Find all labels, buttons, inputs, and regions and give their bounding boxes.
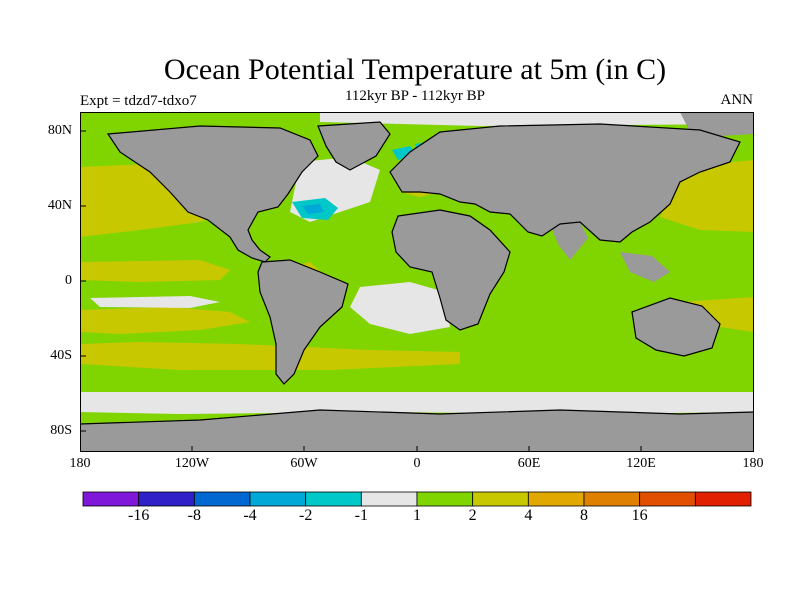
coastlines [80, 121, 754, 425]
africa [392, 210, 510, 330]
eurasia [390, 124, 740, 242]
lon-label-180w: 180 [69, 456, 91, 471]
lat-label-80n: 80N [47, 123, 72, 138]
colorbar-swatch [472, 491, 529, 507]
colorbar-label: -16 [127, 507, 150, 524]
lon-label-120e: 120E [626, 456, 656, 471]
colorbar [82, 491, 752, 507]
chart-title: Ocean Potential Temperature at 5m (in C) [163, 53, 667, 86]
colorbar-label: -1 [354, 507, 368, 524]
colorbar-swatch [193, 491, 251, 507]
colorbar-swatch [138, 491, 195, 507]
colorbar-label: -4 [243, 507, 257, 524]
india [550, 222, 588, 260]
colorbar-swatch [82, 491, 140, 507]
ocean-temperature-map [80, 112, 754, 452]
southeast-asia [620, 252, 670, 282]
antarctica [80, 410, 754, 452]
australia [632, 298, 720, 356]
north-america [108, 126, 318, 262]
colorbar-swatch [694, 491, 752, 507]
experiment-label: Expt = tdzd7-tdxo7 [80, 93, 197, 109]
colorbar-swatch [305, 491, 362, 507]
lat-label-0: 0 [65, 273, 72, 288]
colorbar-label: 4 [524, 507, 533, 524]
map-ticks [80, 130, 642, 452]
colorbar-swatch [639, 491, 696, 507]
chart-subtitle: 112kyr BP - 112kyr BP [344, 88, 485, 104]
lon-label-120w: 120W [174, 456, 210, 471]
colorbar-swatch [583, 491, 641, 507]
lat-label-40s: 40S [50, 348, 72, 363]
land-masses [80, 112, 754, 452]
colorbar-swatch [416, 491, 474, 507]
colorbar-label: -2 [298, 507, 313, 524]
colorbar-label: 2 [468, 507, 477, 524]
lon-label-180e: 180 [742, 456, 764, 471]
lon-label-60e: 60E [517, 456, 541, 471]
south-america [258, 260, 348, 384]
lon-label-60w: 60W [290, 456, 318, 471]
season-label: ANN [720, 92, 754, 108]
colorbar-swatch [249, 491, 307, 507]
lon-label-0: 0 [413, 456, 421, 471]
colorbar-label: -8 [187, 507, 201, 524]
lat-label-40n: 40N [47, 198, 72, 213]
colorbar-swatch [360, 491, 418, 507]
colorbar-swatch [527, 491, 585, 507]
colorbar-label: 16 [631, 507, 648, 524]
lat-label-80s: 80S [50, 423, 72, 438]
colorbar-label: 8 [580, 507, 588, 524]
colorbar-label: 1 [413, 507, 421, 524]
